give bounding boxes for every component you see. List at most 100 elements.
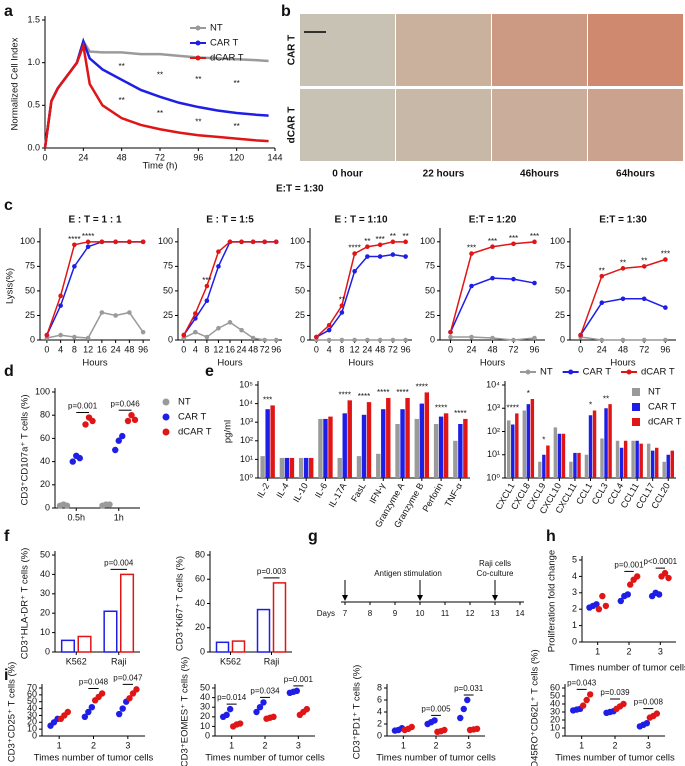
x-tick-label: 1h [114, 512, 124, 522]
y-tick-label: 10³ [240, 417, 253, 427]
y-axis-label: CD45RO⁺CD62L⁺ T cells (%) [530, 649, 541, 766]
series-line [449, 241, 535, 333]
bar [542, 454, 546, 478]
x-tick-label: 48 [248, 344, 258, 354]
point [490, 275, 495, 281]
x-tick-label: IL-4 [274, 481, 290, 499]
axis-label: Days [317, 609, 335, 618]
annotation: ** [119, 96, 125, 105]
y-tick-label: 100 [20, 236, 35, 246]
point [227, 239, 233, 245]
point [511, 337, 516, 343]
legend-swatch [525, 369, 531, 375]
series-line [43, 40, 269, 149]
point [204, 334, 210, 340]
y-tick-label: 0 [45, 646, 50, 656]
x-tick-label: 4 [58, 344, 63, 354]
y-tick-label: 0.5 [27, 100, 40, 110]
y-tick-label: 40 [40, 569, 50, 579]
point [223, 711, 230, 719]
x-tick-label: 24 [78, 152, 88, 162]
point [641, 296, 647, 302]
annotation: ** [157, 109, 163, 118]
significance: **** [68, 235, 80, 244]
bar [561, 433, 566, 478]
point [511, 241, 516, 247]
series-line [579, 298, 666, 336]
point [193, 311, 198, 316]
p-value: p=0.043 [567, 679, 597, 688]
bar [546, 445, 550, 478]
y-tick-label: 25 [555, 310, 565, 320]
x-axis-label: Hours [217, 358, 243, 369]
bar [443, 413, 449, 478]
point [641, 337, 647, 343]
y-tick-label: 50 [163, 285, 173, 295]
bar [337, 457, 342, 478]
bar [103, 610, 118, 653]
x-tick-label: TNF-α [443, 481, 465, 508]
point [532, 335, 537, 341]
point [193, 316, 198, 321]
y-tick-label: 50 [40, 549, 50, 559]
y-tick-label: 10¹ [487, 449, 500, 459]
point [58, 332, 63, 338]
panel-letter: i [4, 667, 8, 684]
bar [386, 398, 391, 478]
point [273, 337, 279, 343]
significance: ** [620, 258, 626, 267]
y-tick-label: 0 [572, 636, 577, 646]
bar [635, 440, 639, 478]
point [593, 601, 600, 608]
y-axis-label: CD3⁺CD25⁺ T cells (%) [7, 662, 18, 762]
significance: ** [599, 266, 605, 275]
y-tick-label: 8 [377, 682, 382, 692]
bar [530, 398, 535, 478]
legend-label: dCAR T [210, 53, 244, 64]
point [216, 249, 221, 254]
y-tick-label: 0 [45, 502, 50, 512]
point [653, 710, 661, 717]
row-label: CAR T [287, 35, 298, 66]
legend-label: CAR T [648, 402, 677, 413]
legend-label: dCAR T [641, 367, 675, 378]
significance: **** [416, 383, 428, 392]
y-tick-label: 70 [27, 682, 37, 692]
x-tick-label: 48 [124, 344, 134, 354]
x-tick-label: 3 [658, 646, 663, 656]
significance: **** [358, 392, 370, 401]
point [204, 283, 210, 289]
note: E:T = 1:30 [276, 184, 324, 195]
bar [347, 400, 352, 478]
annotation: ** [195, 118, 201, 127]
chart-title: E:T = 1:20 [469, 215, 517, 226]
p-value: p=0.008 [634, 698, 664, 707]
chart-title: E : T = 1 : 1 [68, 215, 122, 226]
y-tick-label: 10¹ [240, 454, 253, 464]
chart-title: E : T = 1:10 [334, 215, 388, 226]
x-tick-label: IL-2 [255, 481, 271, 499]
y-tick-label: 0 [560, 334, 565, 344]
micrograph-stain [492, 89, 587, 161]
x-axis-label: Times number of tumor cells [205, 753, 325, 764]
significance: **** [435, 403, 447, 412]
bar [646, 443, 651, 478]
y-tick-label: 25 [295, 310, 305, 320]
legend-swatch [195, 25, 201, 31]
x-tick-label: 1 [229, 740, 234, 750]
y-tick-label: 60 [550, 682, 560, 692]
legend-swatch [195, 55, 201, 61]
bar [395, 424, 400, 478]
bar [272, 582, 287, 653]
significance: **** [507, 404, 519, 413]
micrograph [396, 14, 491, 86]
annotation: Antigen stimulation [374, 569, 442, 578]
point [578, 332, 583, 338]
significance: *** [661, 250, 670, 259]
bar [279, 457, 285, 478]
micrograph-stain [396, 89, 491, 161]
point [390, 337, 396, 343]
x-tick-label: 72 [260, 344, 270, 354]
point [643, 720, 651, 727]
point [403, 337, 408, 343]
